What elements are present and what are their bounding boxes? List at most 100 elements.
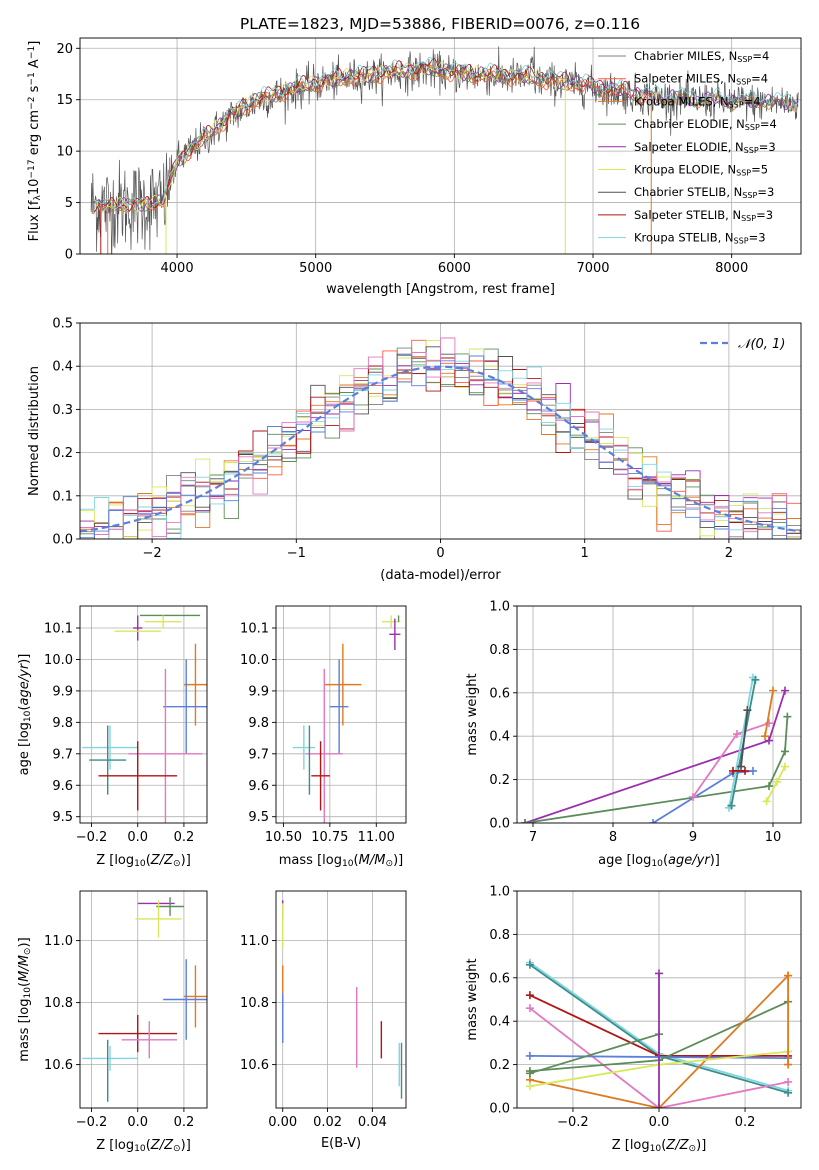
massweight-vs-age-ytick-label-2: 0.4 <box>489 730 510 745</box>
spectrum-xtick-label-2: 6000 <box>438 261 471 276</box>
age-vs-Z-ytick-label-1: 9.6 <box>52 779 73 794</box>
normal-curve <box>80 365 801 533</box>
age-vs-Z-panel: −0.2 0.0 0.2 9.5 9.6 9.7 9.8 9.9 10.0 10.1 Z [log1… <box>17 605 208 869</box>
mass-vs-Z-ylabel: mass [log10(M/M⊙)] <box>17 937 33 1061</box>
age-vs-Z-ytick-label-3: 9.8 <box>52 716 73 731</box>
massweight-vs-age-xlabel: age [log10(age/yr)] <box>598 853 720 869</box>
massweight-vs-age-marker-8-1 <box>773 777 781 786</box>
spectrum-model-line-4 <box>93 63 798 214</box>
age-vs-mass-ytick-label-6: 10.1 <box>240 622 269 637</box>
massweight-vs-age-marker-9-0 <box>737 762 745 771</box>
age-vs-mass-xtick-label-1: 10.75 <box>311 830 348 845</box>
age-vs-mass-ytick-label-5: 10.0 <box>240 653 269 668</box>
massweight-vs-Z-series-6 <box>529 974 789 1108</box>
massweight-vs-age-marker-3-0 <box>689 792 697 801</box>
massweight-vs-age-xtick-label-3: 10 <box>765 830 782 845</box>
massweight-vs-age-series-5 <box>728 677 754 808</box>
massweight-vs-Z-ytick-label-0: 0.0 <box>489 1102 510 1117</box>
massweight-vs-Z-ytick-label-3: 0.6 <box>489 971 510 986</box>
age-vs-Z-ytick-label-5: 10.0 <box>44 653 73 668</box>
spectrum-xtick-label-4: 8000 <box>715 261 748 276</box>
mass-vs-EBV-xtick-label-1: 0.02 <box>313 1115 342 1130</box>
mass-vs-EBV-plot-area <box>276 891 406 1108</box>
massweight-vs-age-marker-6-0 <box>727 801 736 810</box>
massweight-vs-age-marker-8-0 <box>762 797 771 806</box>
massweight-vs-Z-marker-3-2 <box>784 1077 793 1086</box>
residuals-ytick-label-2: 0.2 <box>52 446 73 461</box>
massweight-vs-Z-series-7 <box>529 1033 660 1075</box>
age-vs-mass-frame <box>275 605 407 824</box>
massweight-vs-Z-ytick-label-4: 0.8 <box>489 928 510 943</box>
age-vs-mass-ytick-label-4: 9.9 <box>248 684 269 699</box>
massweight-vs-Z-marker-9-1 <box>655 969 663 978</box>
massweight-vs-Z-marker-10-0 <box>784 1060 793 1069</box>
residuals-ytick-label-1: 0.1 <box>52 489 73 504</box>
massweight-vs-age-panel: 7 8 9 10 0.0 0.2 0.4 0.6 0.8 1.0 mass weight age [l… <box>465 600 802 869</box>
residuals-xtick-label-4: 2 <box>725 546 733 561</box>
spectrum-xlabel: wavelength [Angstrom, rest frame] <box>326 282 555 297</box>
legend-label-2: Kroupa MILES, NSSP=4 <box>634 94 761 109</box>
legend-label-3: Chabrier ELODIE, NSSP=4 <box>634 117 777 132</box>
massweight-vs-Z-plot-area <box>517 891 801 1108</box>
residual-histogram-9 <box>80 337 801 539</box>
residual-histogram-3 <box>80 348 801 539</box>
massweight-vs-Z-marker-7-0 <box>525 1069 534 1078</box>
massweight-vs-Z-xtick-label-2: 0.2 <box>735 1115 756 1130</box>
massweight-vs-age-marker-2-2 <box>749 766 757 775</box>
spectrum-model-line-7 <box>93 58 649 212</box>
mass-vs-Z-xtick-label-2: 0.2 <box>174 1115 195 1130</box>
age-vs-Z-ytick-label-0: 9.5 <box>52 810 73 825</box>
massweight-vs-age-ytick-label-1: 0.2 <box>489 773 510 788</box>
spectrum-ytick-label-4: 20 <box>56 42 73 57</box>
age-vs-mass-plot-area <box>276 606 406 823</box>
mass-vs-EBV-xtick-label-2: 0.04 <box>358 1115 387 1130</box>
age-vs-Z-plot-area <box>80 606 207 823</box>
massweight-vs-Z-marker-10-1 <box>784 971 793 980</box>
age-vs-Z-xtick-label-2: 0.2 <box>174 830 195 845</box>
massweight-vs-age-xtick-label-0: 7 <box>529 830 537 845</box>
massweight-vs-Z-xtick-label-1: 0.0 <box>649 1115 670 1130</box>
spectrum-ytick-label-0: 0 <box>65 248 73 263</box>
legend-label-7: Salpeter STELIB, NSSP=3 <box>634 208 773 223</box>
massweight-vs-age-series-9 <box>740 710 749 767</box>
massweight-vs-Z-marker-3-0 <box>525 1004 534 1013</box>
massweight-vs-Z-xlabel: Z [log10(Z/Z⊙)] <box>612 1138 707 1154</box>
spectrum-xtick-label-3: 7000 <box>576 261 609 276</box>
residuals-plot-area <box>80 323 801 539</box>
spectrum-frame <box>79 37 802 255</box>
residuals-ytick-label-0: 0.0 <box>52 533 73 548</box>
mass-vs-EBV-xtick-label-0: 0.00 <box>268 1115 297 1130</box>
massweight-vs-Z-marker-8-0 <box>525 1082 534 1091</box>
massweight-vs-age-ytick-label-4: 0.8 <box>489 643 510 658</box>
residual-histogram-7 <box>80 357 801 539</box>
residuals-xtick-label-0: −2 <box>143 546 162 561</box>
residuals-xtick-label-2: 0 <box>436 546 444 561</box>
age-vs-mass-ytick-label-0: 9.5 <box>248 810 269 825</box>
massweight-vs-age-marker-7-0 <box>729 766 737 775</box>
massweight-vs-age-marker-8-2 <box>781 762 789 771</box>
mass-vs-EBV-ytick-label-0: 10.6 <box>240 1058 269 1073</box>
mass-vs-Z-xtick-label-0: −0.2 <box>76 1115 108 1130</box>
legend-label-6: Chabrier STELIB, NSSP=3 <box>634 185 774 200</box>
mass-vs-Z-ytick-label-2: 11.0 <box>44 934 73 949</box>
age-vs-mass-ytick-label-3: 9.8 <box>248 716 269 731</box>
massweight-vs-Z-marker-1-0 <box>525 960 534 969</box>
spectrum-panel: 4000 5000 6000 7000 8000 0 5 10 15 20 wavelength [… <box>27 37 802 297</box>
massweight-vs-Z-series-3 <box>529 1007 789 1108</box>
legend-label-4: Salpeter ELODIE, NSSP=3 <box>634 140 776 155</box>
spectrum-xtick-label-1: 5000 <box>299 261 332 276</box>
spectrum-ytick-label-3: 15 <box>56 93 73 108</box>
spectrum-legend: Chabrier MILES, NSSP=4 Salpeter MILES, NS… <box>598 49 777 246</box>
mass-vs-EBV-xlabel: E(B-V) <box>321 1136 361 1151</box>
massweight-vs-age-marker-3-2 <box>765 719 773 728</box>
massweight-vs-age-marker-1-2 <box>781 747 789 756</box>
massweight-vs-age-ytick-label-5: 1.0 <box>489 600 510 615</box>
mass-vs-Z-xlabel: Z [log10(Z/Z⊙)] <box>96 1138 191 1154</box>
age-vs-mass-ytick-label-1: 9.6 <box>248 779 269 794</box>
massweight-vs-age-series-4 <box>764 690 774 737</box>
residuals-ytick-label-3: 0.3 <box>52 403 73 418</box>
massweight-vs-age-marker-7-1 <box>741 766 749 775</box>
spectrum-model-line-5 <box>93 61 565 213</box>
age-vs-mass-xtick-label-0: 10.50 <box>265 830 302 845</box>
